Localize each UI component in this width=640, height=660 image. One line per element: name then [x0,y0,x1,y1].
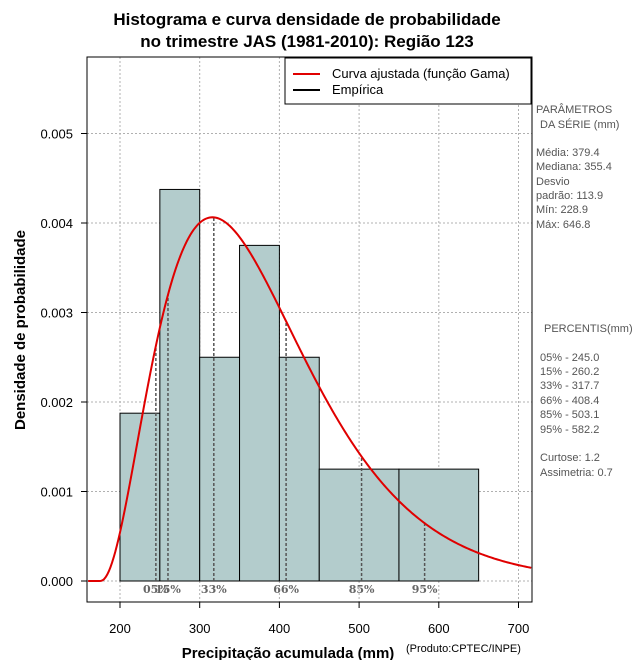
percentil-line: 66% - 408.4 [540,395,599,407]
legend: Curva ajustada (função Gama) Empírica [284,57,532,105]
percentil-line: 95% - 582.2 [540,424,599,436]
percentile-label: 85% [349,583,375,596]
x-tick-label: 300 [189,621,211,636]
percentile-label: 05% [143,583,169,596]
histogram-bar [159,188,201,582]
kurtosis-line: Curtose: 1.2 [540,452,600,464]
gamma-curve [88,216,532,582]
percentile-label: 95% [412,583,438,596]
percentile-markers: 05%15% 33% 66% 85% 95% [143,217,438,596]
percentil-line: 15% - 260.2 [540,366,599,378]
axis-ticks: 200 300 400 500 600 700 0.000 0.001 0.002 0.003 0.… [40,127,529,637]
chart-title-line2: no trimestre JAS (1981-2010): Região 123 [140,32,474,51]
histogram-bar [239,244,280,582]
chart-title-line1: Histograma e curva densidade de probabil… [113,10,500,29]
y-tick-label: 0.002 [40,395,73,410]
x-tick-label: 500 [348,621,370,636]
stat-line: Média: 379.4 [536,147,600,159]
percentil-line: 05% - 245.0 [540,352,599,364]
histogram-bar [398,468,480,582]
y-tick-label: 0.004 [40,216,73,231]
percentil-line: 85% - 503.1 [540,409,599,421]
percentile-label: 33% [201,583,227,596]
plot-frame [86,56,533,603]
x-tick-label: 400 [269,621,291,636]
stat-line: Mín: 228.9 [536,204,588,216]
stat-line: Desvio [536,176,570,188]
percentil-line: 33% - 317.7 [540,380,599,392]
y-tick-label: 0.005 [40,127,73,142]
percentis-title: PERCENTIS(mm) [544,323,633,335]
stat-line: Máx: 646.8 [536,219,590,231]
y-tick-label: 0.001 [40,485,73,500]
x-tick-label: 600 [428,621,450,636]
histogram-bar [318,468,400,582]
percentile-label: 15% [155,583,181,596]
histogram-bars [119,188,480,582]
legend-label-empirical: Empírica [332,82,384,97]
percentile-label: 66% [273,583,299,596]
params-title-1: PARÂMETROS [536,103,612,116]
y-tick-label: 0.003 [40,306,73,321]
x-tick-label: 700 [508,621,530,636]
legend-label-fitted: Curva ajustada (função Gama) [332,66,510,81]
x-tick-label: 200 [109,621,131,636]
histogram-bar [199,356,241,582]
skewness-line: Assimetria: 0.7 [540,467,613,479]
x-axis-label: Precipitação acumulada (mm) [182,645,395,660]
fitted-curve [88,216,532,582]
stat-line: Mediana: 355.4 [536,161,612,173]
params-title-2: DA SÉRIE (mm) [540,118,619,131]
y-axis-label: Densidade de probabilidade [12,230,29,430]
stats-panel: PARÂMETROS DA SÉRIE (mm) Média: 379.4 Me… [536,103,633,479]
product-credit: (Produto:CPTEC/INPE) [406,643,521,655]
legend-box [284,57,532,105]
histogram-bar [119,412,161,582]
y-tick-label: 0.000 [40,574,73,589]
stat-line: padrão: 113.9 [536,190,603,202]
